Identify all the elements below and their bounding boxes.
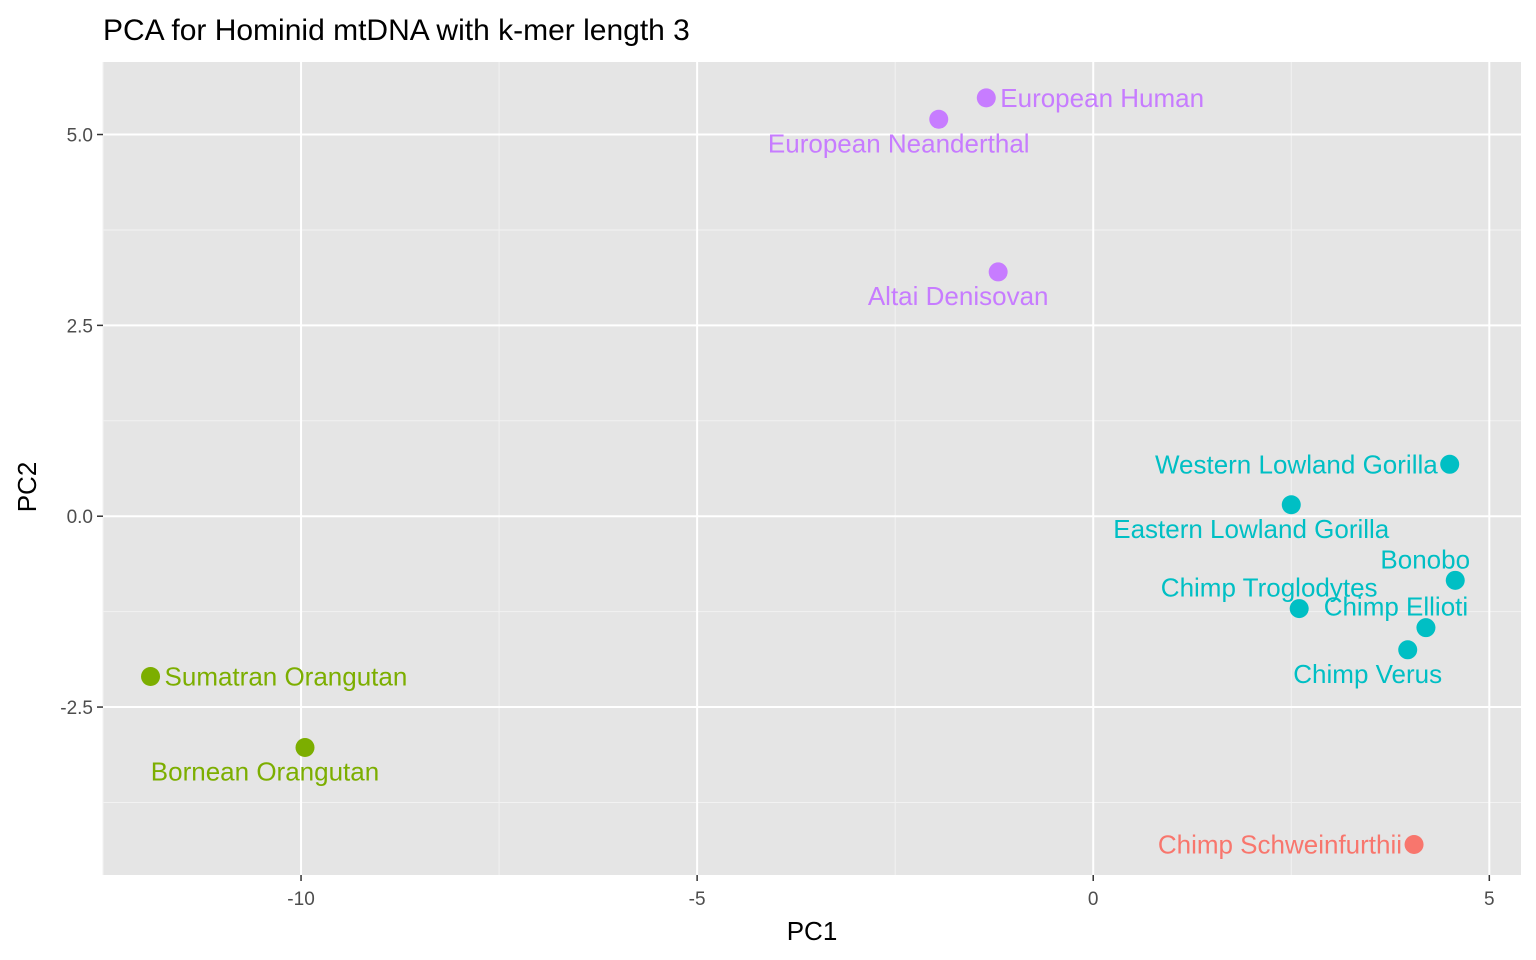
y-tick-label: 0.0 xyxy=(67,507,93,528)
point-label: Chimp Ellioti xyxy=(1324,592,1469,622)
data-point xyxy=(988,262,1008,282)
point-label: Chimp Verus xyxy=(1293,659,1442,689)
point-label: Sumatran Orangutan xyxy=(165,662,408,692)
grid-lines xyxy=(102,62,1521,875)
axes: -10 -5 0 5 -2.5 0.0 2.5 5.0 xyxy=(60,126,1494,910)
point-label: Chimp Troglodytes xyxy=(1161,573,1378,603)
x-axis-title: PC1 xyxy=(787,916,838,946)
data-point xyxy=(1440,454,1460,474)
data-point xyxy=(929,109,949,129)
data-point xyxy=(1398,640,1418,660)
y-axis-title: PC2 xyxy=(12,462,42,513)
data-point xyxy=(1404,834,1424,854)
point-label: Chimp Schweinfurthii xyxy=(1158,829,1402,859)
y-tick-label: 2.5 xyxy=(67,316,93,337)
data-point xyxy=(1416,618,1436,638)
point-label: Bonobo xyxy=(1380,544,1470,574)
data-point xyxy=(1445,570,1465,590)
point-label: Altai Denisovan xyxy=(868,281,1049,311)
point-label: Eastern Lowland Gorilla xyxy=(1113,514,1390,544)
chart-title: PCA for Hominid mtDNA with k-mer length … xyxy=(103,14,690,47)
point-label: Bornean Orangutan xyxy=(151,757,379,787)
point-label: European Neanderthal xyxy=(768,128,1030,158)
y-tick-label: -2.5 xyxy=(60,698,93,719)
data-points: European Human European Neanderthal Altai … xyxy=(141,83,1470,859)
y-tick-label: 5.0 xyxy=(67,126,93,147)
x-tick-label: 0 xyxy=(1088,889,1099,910)
x-tick-label: 5 xyxy=(1484,889,1495,910)
data-point xyxy=(1281,495,1301,515)
plot-panel xyxy=(103,62,1521,875)
data-point xyxy=(141,667,161,687)
x-tick-label: -10 xyxy=(287,889,314,910)
point-label: Western Lowland Gorilla xyxy=(1155,449,1438,479)
data-point xyxy=(295,738,315,758)
data-point xyxy=(1289,599,1309,619)
data-point xyxy=(976,88,996,108)
point-label: European Human xyxy=(1000,83,1204,113)
x-tick-label: -5 xyxy=(689,889,706,910)
